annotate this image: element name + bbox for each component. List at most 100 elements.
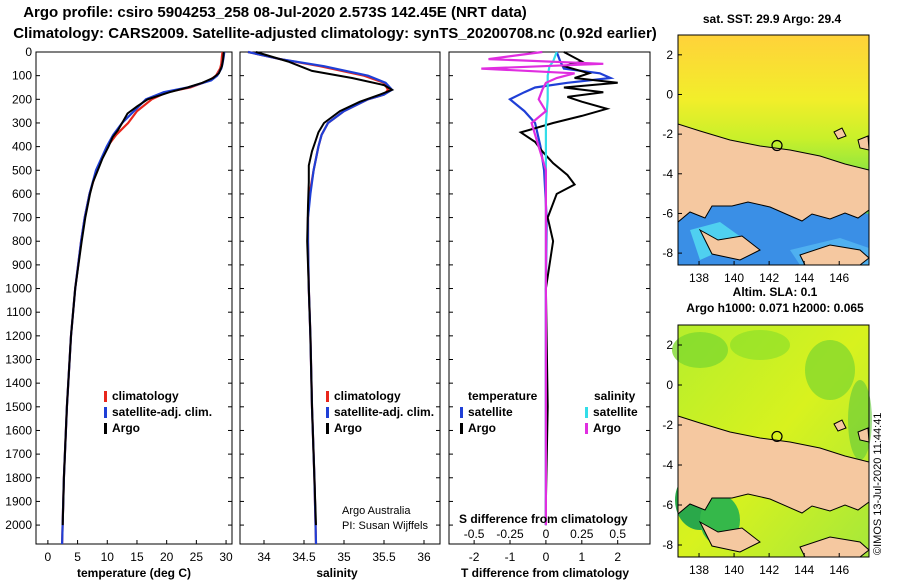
difference-panel (448, 51, 651, 545)
x2-tick-label: -0.5 (464, 527, 485, 541)
x2-tick-label: 0 (543, 527, 550, 541)
sal-legend-swatch-satellite (326, 407, 329, 418)
x-tick-label: 10 (101, 550, 115, 564)
legend-swatch-climatology (104, 391, 107, 402)
map-x-tick-label: 144 (794, 563, 814, 577)
x-tick-label: 25 (190, 550, 204, 564)
y-tick-label: 2000 (5, 518, 32, 532)
series-line-t-argo (518, 51, 618, 526)
x-tick-label: 0 (45, 550, 52, 564)
map-y-tick-label: -6 (662, 206, 673, 220)
y-tick-label: 1300 (5, 353, 32, 367)
series-line-argo (255, 51, 395, 526)
x-tick-label: -2 (469, 550, 480, 564)
series-line-climatology (247, 50, 390, 545)
diff-legend-t-argo: Argo (468, 421, 496, 435)
legend-swatch-argo (104, 423, 107, 434)
sla-map-subtitle: Argo h1000: 0.071 h2000: 0.065 (686, 301, 864, 315)
diff-legend-swatch-s-satellite (585, 407, 588, 418)
x-tick-label: 35 (337, 550, 351, 564)
map-y-tick-label: -6 (662, 498, 673, 512)
t-diff-axis-label: T difference from climatology (461, 566, 629, 580)
annotation-line1: Argo Australia (342, 505, 411, 517)
argo-position-marker (771, 139, 783, 152)
x-tick-label: 34.5 (292, 550, 316, 564)
y-tick-label: 1100 (6, 305, 32, 319)
map-x-tick-label: 140 (724, 271, 744, 285)
page-title-line2: Climatology: CARS2009. Satellite-adjuste… (13, 25, 657, 42)
series-line-satellite-adj-clim- (247, 50, 394, 545)
sal-legend-satellite: satellite-adj. clim. (334, 405, 434, 419)
legend-climatology: climatology (112, 389, 179, 403)
sal-legend-swatch-climatology (326, 391, 329, 402)
map-x-tick-label: 142 (759, 563, 779, 577)
sst-map (677, 34, 870, 266)
y-tick-label: 1800 (5, 471, 32, 485)
sla-map-title: Altim. SLA: 0.1 (733, 285, 818, 299)
map-x-tick-label: 144 (794, 271, 814, 285)
y-tick-label: 300 (12, 116, 32, 130)
legend-header-salinity: salinity (594, 389, 636, 403)
y-tick-label: 1600 (5, 423, 32, 437)
y-tick-label: 1700 (5, 447, 32, 461)
y-tick-label: 1000 (5, 282, 32, 296)
x2-tick-label: 0.5 (609, 527, 626, 541)
diff-legend-t-satellite: satellite (468, 405, 513, 419)
series-line-argo (61, 51, 225, 526)
map-y-tick-label: -4 (662, 458, 673, 472)
series-line-satellite-adj-clim- (61, 51, 226, 545)
legend-swatch-satellite (104, 407, 107, 418)
map-y-tick-label: -2 (662, 418, 673, 432)
x2-tick-label: -0.25 (496, 527, 524, 541)
temperature-axis-label: temperature (deg C) (77, 566, 191, 580)
copyright-credit: ©IMOS 13-Jul-2020 11:44:41 (872, 412, 884, 555)
x-tick-label: 34 (257, 550, 271, 564)
sst-map-title: sat. SST: 29.9 Argo: 29.4 (703, 12, 842, 26)
map-y-tick-label: -2 (662, 127, 673, 141)
x-tick-label: 30 (219, 550, 233, 564)
diff-legend-s-satellite: satellite (593, 405, 638, 419)
sal-legend-climatology: climatology (334, 389, 401, 403)
x-tick-label: 15 (130, 550, 144, 564)
y-tick-label: 1200 (5, 329, 32, 343)
map-x-tick-label: 138 (689, 271, 709, 285)
x-tick-label: 36 (417, 550, 431, 564)
sla-map (672, 324, 872, 558)
series-line-t-satellite (507, 51, 615, 526)
x-tick-label: 20 (160, 550, 174, 564)
map-x-tick-label: 142 (759, 271, 779, 285)
map-x-tick-label: 146 (829, 271, 849, 285)
x-tick-label: 2 (614, 550, 621, 564)
y-tick-label: 400 (12, 140, 32, 154)
argo-position-marker-sla (771, 430, 783, 443)
map-y-tick-label: 2 (666, 48, 673, 62)
y-tick-label: 600 (12, 187, 32, 201)
diff-legend-swatch-t-satellite (460, 407, 463, 418)
sal-legend-swatch-argo (326, 423, 329, 434)
y-tick-label: 800 (12, 234, 32, 248)
x-tick-label: -1 (505, 550, 516, 564)
salinity-panel (239, 51, 441, 545)
map-x-tick-label: 138 (689, 563, 709, 577)
page-title-line1: Argo profile: csiro 5904253_258 08-Jul-2… (23, 4, 527, 21)
x-tick-label: 1 (578, 550, 585, 564)
legend-argo: Argo (112, 421, 140, 435)
annotation-line2: PI: Susan Wijffels (342, 520, 428, 532)
legend-satellite: satellite-adj. clim. (112, 405, 212, 419)
x-tick-label: 5 (74, 550, 81, 564)
temperature-panel (35, 51, 233, 545)
map-y-tick-label: -8 (662, 246, 673, 260)
y-tick-label: 1500 (5, 400, 32, 414)
sal-legend-argo: Argo (334, 421, 362, 435)
map-y-tick-label: 0 (666, 378, 673, 392)
map-y-tick-label: 2 (666, 338, 673, 352)
x-tick-label: 0 (543, 550, 550, 564)
map-x-tick-label: 146 (829, 563, 849, 577)
y-tick-label: 700 (12, 211, 32, 225)
map-y-tick-label: -4 (662, 167, 673, 181)
map-x-tick-label: 140 (724, 563, 744, 577)
y-tick-label: 200 (12, 92, 32, 106)
series-line-s-argo (481, 50, 604, 526)
y-tick-label: 1900 (5, 494, 32, 508)
